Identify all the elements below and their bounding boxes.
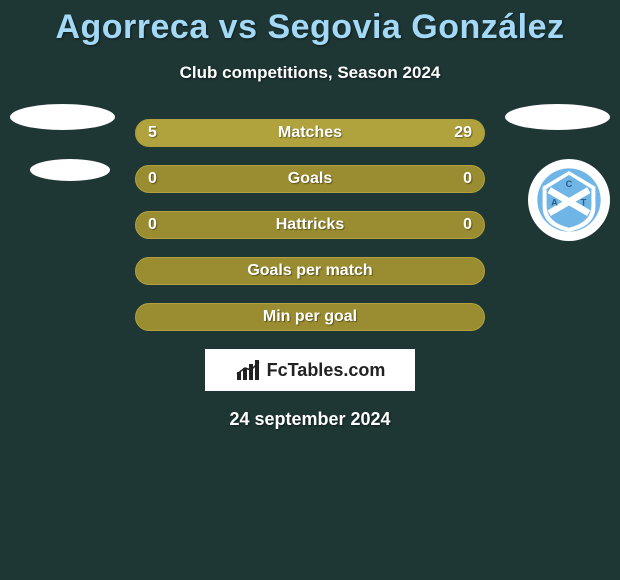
brand-box: FcTables.com [205, 349, 415, 391]
bar-label: Min per goal [263, 308, 357, 326]
player-left-badge-mid [30, 159, 110, 181]
stat-bar-goals-per-match: Goals per match [135, 257, 485, 285]
stat-bar-min-per-goal: Min per goal [135, 303, 485, 331]
bar-label: Matches [278, 124, 342, 142]
subtitle: Club competitions, Season 2024 [0, 63, 620, 83]
brand-label: FcTables.com [267, 360, 386, 381]
player-right-crest: C A T [528, 159, 610, 241]
bar-label: Goals [288, 170, 332, 188]
stat-bar-matches: 5 Matches 29 [135, 119, 485, 147]
bar-value-right: 29 [454, 124, 472, 142]
svg-text:T: T [581, 197, 587, 207]
club-crest-icon: C A T [536, 167, 602, 233]
date-label: 24 september 2024 [0, 409, 620, 430]
stat-bar-goals: 0 Goals 0 [135, 165, 485, 193]
bar-value-right: 0 [463, 216, 472, 234]
comparison-content: C A T 5 Matches 29 0 Goals 0 0 Hattricks 0 Goals … [0, 119, 620, 430]
bar-value-left: 5 [148, 124, 157, 142]
brand-chart-icon [235, 358, 263, 382]
bar-value-left: 0 [148, 170, 157, 188]
bar-label: Goals per match [247, 262, 372, 280]
svg-text:C: C [566, 179, 573, 189]
bar-fill-left [136, 120, 188, 146]
stat-bar-hattricks: 0 Hattricks 0 [135, 211, 485, 239]
player-right-badge-top [505, 104, 610, 130]
bar-value-left: 0 [148, 216, 157, 234]
svg-text:A: A [551, 197, 558, 207]
page-title: Agorreca vs Segovia González [0, 0, 620, 47]
player-left-badge-top [10, 104, 115, 130]
bar-value-right: 0 [463, 170, 472, 188]
bar-label: Hattricks [276, 216, 344, 234]
stat-bars: 5 Matches 29 0 Goals 0 0 Hattricks 0 Goals per ma… [135, 119, 485, 331]
